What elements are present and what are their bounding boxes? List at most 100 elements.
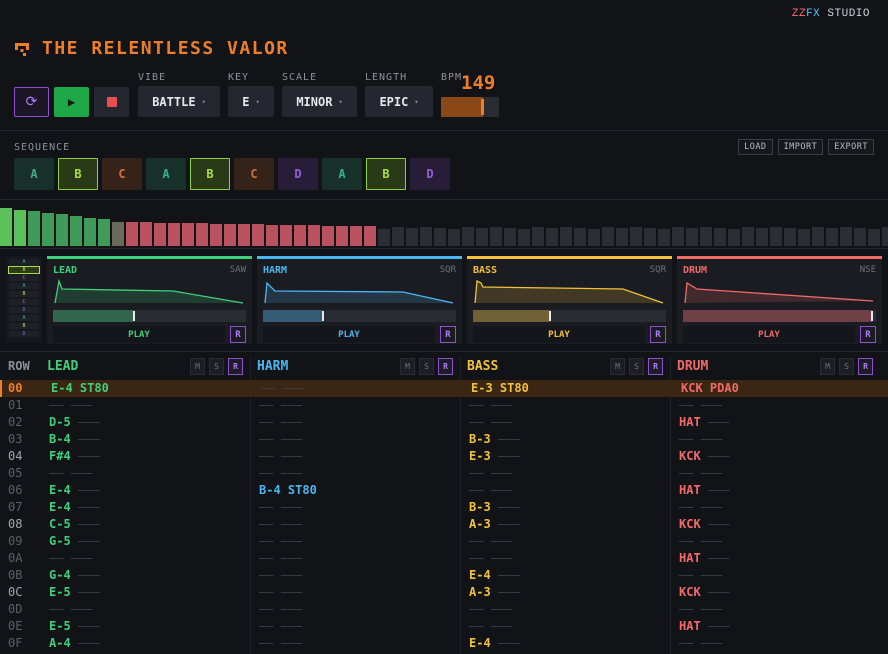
tracker-cell-drum[interactable]: KCK ——— (679, 517, 730, 531)
tracker-cell-harm[interactable]: —— ——— (259, 449, 302, 463)
tracker-cell-harm[interactable]: —— ——— (259, 500, 302, 514)
tracker-cell-bass[interactable]: —— ——— (469, 602, 512, 616)
sequence-cell-b[interactable]: B (366, 158, 406, 190)
sequence-cell-a[interactable]: A (146, 158, 186, 190)
tracker-cell-lead[interactable]: C-5 ——— (49, 517, 100, 531)
instrument-randomize-button[interactable]: R (230, 326, 246, 343)
slider-thumb[interactable] (549, 311, 552, 321)
scale-dropdown[interactable]: MINOR ▾ (282, 86, 357, 117)
tracker-cell-bass[interactable]: A-3 ——— (469, 517, 520, 531)
tracker-cell-drum[interactable]: —— ——— (679, 568, 722, 582)
slider-thumb[interactable] (871, 311, 874, 321)
sequence-cell-b[interactable]: B (190, 158, 230, 190)
mute-button[interactable]: M (820, 358, 835, 375)
tracker-cell-harm[interactable]: B-4 ST80 (259, 483, 317, 497)
loop-button[interactable]: ⟳ (14, 87, 49, 117)
mute-button[interactable]: M (190, 358, 205, 375)
tracker-cell-drum[interactable]: —— ——— (679, 500, 722, 514)
envelope-graph[interactable] (473, 277, 666, 307)
mute-button[interactable]: M (400, 358, 415, 375)
tracker-row[interactable]: 0A —— ——— —— ——— —— ——— HAT ——— (0, 550, 888, 567)
tracker-cell-lead[interactable]: F#4 ——— (49, 449, 100, 463)
instrument-play-button[interactable]: PLAY (53, 326, 225, 343)
mini-map-cell[interactable]: D (9, 307, 39, 313)
waveform-type[interactable]: NSE (859, 265, 876, 275)
mini-map-cell[interactable]: B (9, 323, 39, 329)
envelope-graph[interactable] (683, 277, 876, 307)
tracker-row[interactable]: 04 F#4 ——— —— ——— E-3 ——— KCK ——— (0, 448, 888, 465)
slider-thumb[interactable] (133, 311, 136, 321)
tracker-row[interactable]: 0F A-4 ——— —— ——— E-4 ——— —— ——— (0, 635, 888, 652)
tracker-cell-bass[interactable]: —— ——— (469, 534, 512, 548)
tracker-row[interactable]: 05 —— ——— —— ——— —— ——— —— ——— (0, 465, 888, 482)
waveform-type[interactable]: SQR (649, 265, 666, 275)
tracker-row[interactable]: 0D —— ——— —— ——— —— ——— —— ——— (0, 601, 888, 618)
vibe-dropdown[interactable]: BATTLE ▾ (138, 86, 220, 117)
tracker-row[interactable]: 09 G-5 ——— —— ——— —— ——— —— ——— (0, 533, 888, 550)
mini-map-cell[interactable]: A (9, 315, 39, 321)
tracker-cell-lead[interactable]: G-5 ——— (49, 534, 100, 548)
sequence-cell-c[interactable]: C (102, 158, 142, 190)
randomize-button[interactable]: R (858, 358, 873, 375)
tracker-cell-harm[interactable]: —— ——— (259, 551, 302, 565)
solo-button[interactable]: S (209, 358, 224, 375)
instrument-volume-slider[interactable] (53, 310, 246, 322)
sequence-cell-c[interactable]: C (234, 158, 274, 190)
instrument-randomize-button[interactable]: R (860, 326, 876, 343)
tracker-cell-lead[interactable]: A-4 ——— (49, 636, 100, 650)
tracker-cell-harm[interactable]: —— ——— (259, 466, 302, 480)
song-overview-meter[interactable] (0, 206, 888, 246)
waveform-type[interactable]: SAW (229, 265, 246, 275)
mini-map-cell[interactable]: A (9, 259, 39, 265)
tracker-cell-bass[interactable]: B-3 ——— (469, 500, 520, 514)
song-title[interactable]: THE RELENTLESS VALOR (42, 38, 289, 59)
instrument-play-button[interactable]: PLAY (263, 326, 435, 343)
waveform-type[interactable]: SQR (439, 265, 456, 275)
instrument-volume-slider[interactable] (683, 310, 876, 322)
tracker-cell-harm[interactable]: —— ——— (259, 636, 302, 650)
bpm-slider-thumb[interactable] (480, 99, 484, 115)
tracker-cell-harm[interactable]: —— ——— (259, 602, 302, 616)
solo-button[interactable]: S (629, 358, 644, 375)
tracker-row[interactable]: 02 D-5 ——— —— ——— —— ——— HAT ——— (0, 414, 888, 431)
mini-map-cell[interactable]: D (9, 331, 39, 337)
sequence-cell-d[interactable]: D (278, 158, 318, 190)
tracker-row[interactable]: 06 E-4 ——— B-4 ST80 —— ——— HAT ——— (0, 482, 888, 499)
tracker-cell-drum[interactable]: KCK PDA0 (681, 381, 739, 395)
tracker-cell-drum[interactable]: KCK ——— (679, 585, 730, 599)
instrument-randomize-button[interactable]: R (440, 326, 456, 343)
envelope-graph[interactable] (263, 277, 456, 307)
tracker-cell-harm[interactable]: —— ——— (259, 398, 302, 412)
tracker-cell-bass[interactable]: E-4 ——— (469, 636, 520, 650)
tracker-cell-harm[interactable]: —— ——— (259, 568, 302, 582)
tracker-cell-bass[interactable]: A-3 ——— (469, 585, 520, 599)
tracker-row[interactable]: 07 E-4 ——— —— ——— B-3 ——— —— ——— (0, 499, 888, 516)
tracker-row[interactable]: 01 —— ——— —— ——— —— ——— —— ——— (0, 397, 888, 414)
tracker-cell-harm[interactable]: —— ——— (259, 619, 302, 633)
tracker-cell-bass[interactable]: E-3 ST80 (471, 381, 529, 395)
tracker-row[interactable]: 08 C-5 ——— —— ——— A-3 ——— KCK ——— (0, 516, 888, 533)
tracker-cell-drum[interactable]: HAT ——— (679, 415, 730, 429)
randomize-button[interactable]: R (438, 358, 453, 375)
tracker-cell-drum[interactable]: —— ——— (679, 636, 722, 650)
tracker-cell-lead[interactable]: E-4 ——— (49, 500, 100, 514)
tracker-cell-bass[interactable]: —— ——— (469, 398, 512, 412)
tracker-cell-bass[interactable]: —— ——— (469, 619, 512, 633)
tracker-cell-lead[interactable]: E-5 ——— (49, 619, 100, 633)
tracker-cell-bass[interactable]: E-4 ——— (469, 568, 520, 582)
tracker-cell-drum[interactable]: —— ——— (679, 398, 722, 412)
instrument-randomize-button[interactable]: R (650, 326, 666, 343)
tracker-cell-lead[interactable]: D-5 ——— (49, 415, 100, 429)
tracker-cell-harm[interactable]: —— ——— (259, 517, 302, 531)
tracker-cell-harm[interactable]: —— ——— (259, 415, 302, 429)
tracker-cell-bass[interactable]: —— ——— (469, 483, 512, 497)
tracker-cell-drum[interactable]: HAT ——— (679, 619, 730, 633)
tracker-cell-harm[interactable]: —— ——— (259, 534, 302, 548)
tracker-cell-lead[interactable]: —— ——— (49, 602, 92, 616)
tracker-cell-drum[interactable]: —— ——— (679, 602, 722, 616)
load-button[interactable]: LOAD (738, 139, 773, 155)
sequence-cell-d[interactable]: D (410, 158, 450, 190)
tracker-cell-lead[interactable]: E-4 ——— (49, 483, 100, 497)
tracker-cell-bass[interactable]: B-3 ——— (469, 432, 520, 446)
length-dropdown[interactable]: EPIC ▾ (365, 86, 433, 117)
